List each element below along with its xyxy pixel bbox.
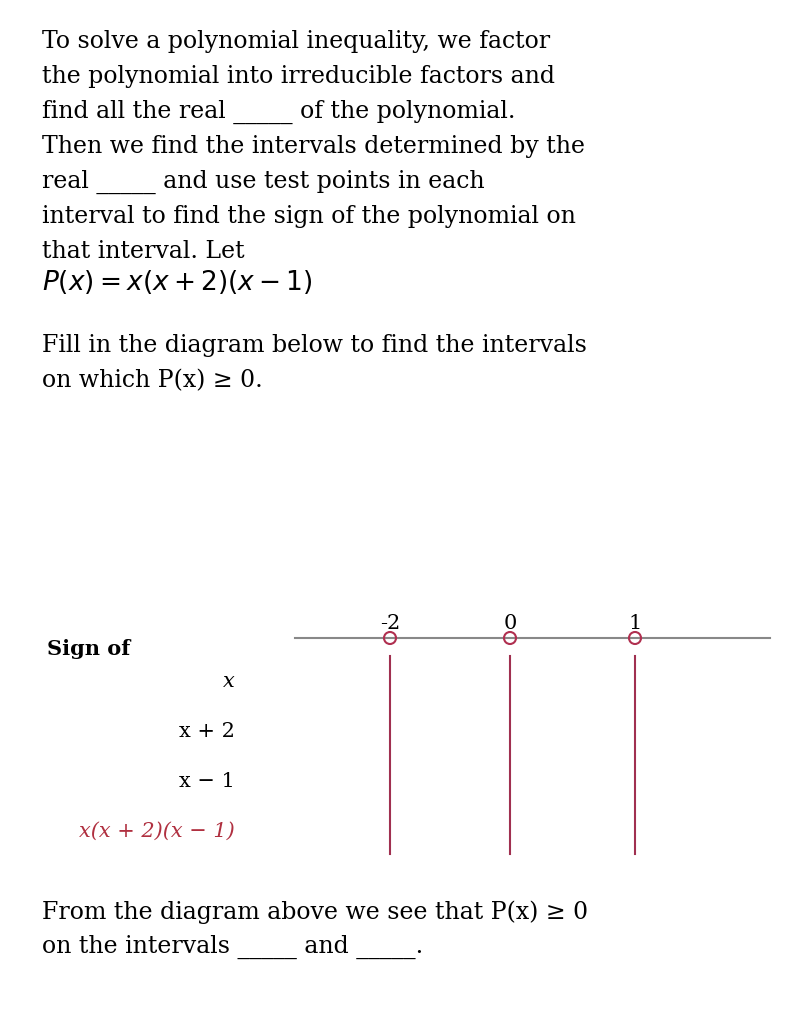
Text: real _____ and use test points in each: real _____ and use test points in each — [42, 170, 485, 194]
Text: Sign of: Sign of — [47, 639, 130, 659]
Text: that interval. Let: that interval. Let — [42, 240, 245, 263]
Text: -2: -2 — [380, 614, 400, 633]
Text: find all the real _____ of the polynomial.: find all the real _____ of the polynomia… — [42, 100, 515, 124]
Text: on the intervals _____ and _____.: on the intervals _____ and _____. — [42, 935, 423, 959]
Text: From the diagram above we see that P(x) ≥ 0: From the diagram above we see that P(x) … — [42, 900, 588, 923]
Text: x + 2: x + 2 — [179, 722, 235, 741]
Text: $P(x) = x(x+2)(x-1)$: $P(x) = x(x+2)(x-1)$ — [42, 268, 313, 296]
Text: To solve a polynomial inequality, we factor: To solve a polynomial inequality, we fac… — [42, 30, 550, 53]
Text: Then we find the intervals determined by the: Then we find the intervals determined by… — [42, 135, 585, 158]
Text: 1: 1 — [628, 614, 642, 633]
Text: on which P(x) ≥ 0.: on which P(x) ≥ 0. — [42, 369, 262, 392]
Text: x(x + 2)(x − 1): x(x + 2)(x − 1) — [79, 822, 235, 841]
Text: interval to find the sign of the polynomial on: interval to find the sign of the polynom… — [42, 205, 576, 228]
Text: x: x — [223, 672, 235, 691]
Text: 0: 0 — [503, 614, 517, 633]
Text: x − 1: x − 1 — [179, 772, 235, 791]
Text: the polynomial into irreducible factors and: the polynomial into irreducible factors … — [42, 65, 555, 88]
Text: Fill in the diagram below to find the intervals: Fill in the diagram below to find the in… — [42, 334, 587, 357]
